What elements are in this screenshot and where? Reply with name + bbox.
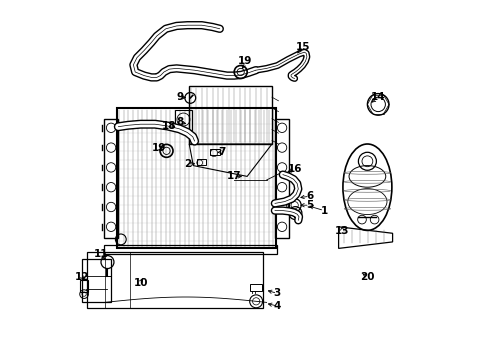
Bar (82, 259, 111, 302)
Text: 11: 11 (94, 249, 108, 259)
Bar (189, 86, 272, 144)
Text: 19: 19 (151, 143, 166, 153)
Text: 7: 7 (218, 147, 225, 157)
Bar (175, 110, 192, 130)
Bar (80, 280, 88, 292)
Bar (250, 284, 262, 291)
Text: 12: 12 (75, 272, 90, 282)
Text: 15: 15 (295, 42, 310, 52)
Text: 3: 3 (274, 288, 281, 298)
Bar (197, 159, 206, 165)
Text: 18: 18 (162, 121, 177, 131)
Text: 2: 2 (184, 159, 191, 169)
Text: 6: 6 (306, 191, 314, 201)
Text: 14: 14 (371, 92, 386, 102)
Text: 10: 10 (133, 278, 148, 288)
Text: 4: 4 (274, 301, 281, 311)
Text: 20: 20 (360, 272, 375, 282)
Text: 19: 19 (238, 56, 252, 66)
Text: 1: 1 (320, 206, 328, 216)
Bar (117, 108, 275, 248)
Bar (210, 149, 220, 155)
Text: 8: 8 (176, 117, 184, 127)
Bar (104, 245, 277, 254)
Bar (275, 119, 289, 238)
Bar (87, 252, 263, 308)
Bar (104, 119, 118, 238)
Text: 9: 9 (176, 92, 184, 102)
Text: 17: 17 (227, 171, 242, 181)
Text: 13: 13 (335, 226, 349, 236)
Text: 16: 16 (288, 164, 303, 174)
Text: 5: 5 (306, 200, 314, 210)
